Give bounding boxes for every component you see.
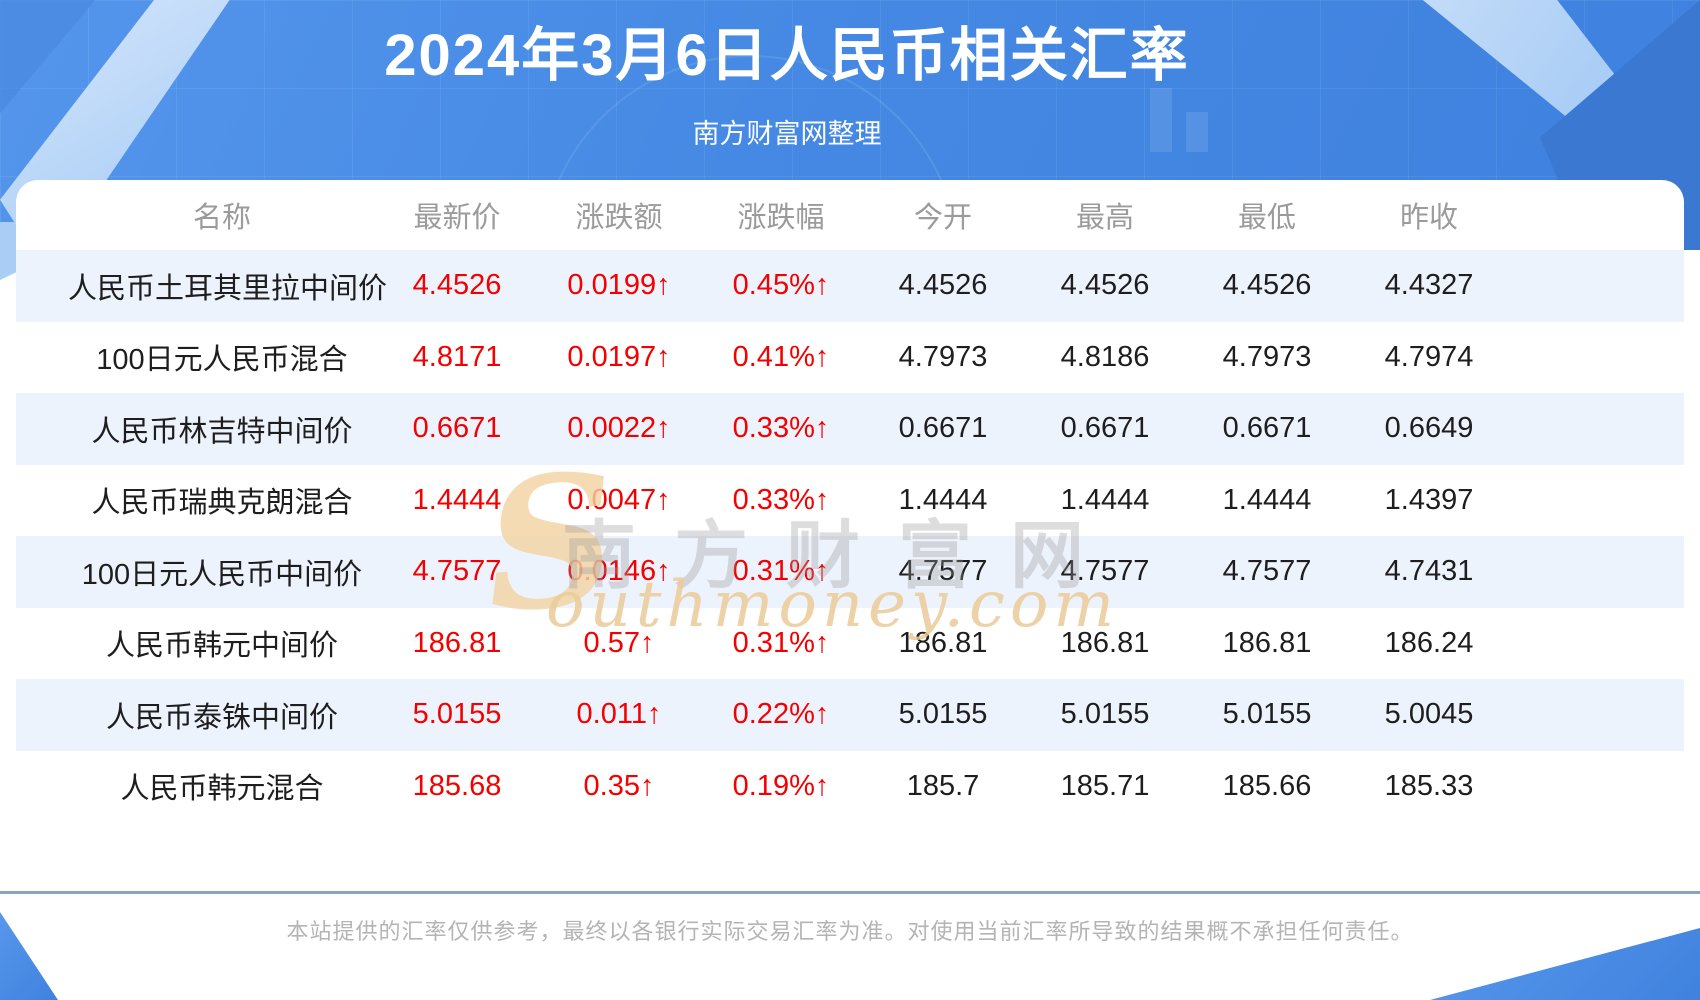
column-header-name: 名称 [192, 202, 251, 234]
cell-latest-price: 1.4444 [412, 483, 502, 516]
cell-change-amount: 0.0146↑ [567, 555, 671, 588]
table-row: 100日元人民币混合 4.8171 0.0197↑ 0.41%↑ 4.7973 4.818… [16, 322, 1684, 394]
cell-latest-price: 4.8171 [412, 340, 502, 373]
cell-highest: 0.6671 [1060, 412, 1150, 445]
header-text-block: 2024年3月6日人民币相关汇率 南方财富网整理 [0, 0, 1574, 151]
cell-latest-price: 4.7577 [412, 555, 502, 588]
cell-change-percent: 0.45%↑ [732, 269, 830, 302]
disclaimer-text: 本站提供的汇率仅供参考，最终以各银行实际交易汇率为准。对使用当前汇率所导致的结果… [286, 919, 1414, 944]
cell-change-amount: 0.0199↑ [567, 269, 671, 302]
cell-change-percent: 0.41%↑ [732, 340, 830, 373]
cell-name: 人民币林吉特中间价 [91, 415, 353, 448]
cell-lowest: 4.7973 [1222, 340, 1312, 373]
cell-latest-price: 0.6671 [412, 412, 502, 445]
cell-name: 人民币韩元中间价 [105, 630, 338, 663]
cell-lowest: 186.81 [1222, 626, 1312, 659]
cell-lowest: 1.4444 [1222, 483, 1312, 516]
column-header-change: 涨跌额 [575, 202, 663, 234]
rates-table-card: 名称 最新价 涨跌额 涨跌幅 今开 最高 最低 昨收 人民币土耳其里拉中间价 4.… [16, 180, 1684, 1000]
cell-change-amount: 0.0197↑ [567, 340, 671, 373]
cell-change-amount: 0.35↑ [583, 769, 655, 802]
column-header-latest: 最新价 [413, 202, 501, 234]
table-row: 人民币瑞典克朗混合 1.4444 0.0047↑ 0.33%↑ 1.4444 1.4444… [16, 465, 1684, 537]
cell-prev-close: 4.7974 [1384, 340, 1474, 373]
header-banner: 2024年3月6日人民币相关汇率 南方财富网整理 [0, 0, 1700, 225]
cell-prev-close: 185.33 [1384, 769, 1474, 802]
cell-name: 人民币泰铢中间价 [105, 701, 338, 734]
cell-today-open: 1.4444 [898, 483, 988, 516]
cell-highest: 4.8186 [1060, 340, 1150, 373]
cell-name: 100日元人民币中间价 [81, 558, 363, 591]
cell-highest: 4.4526 [1060, 269, 1150, 302]
cell-change-percent: 0.33%↑ [732, 483, 830, 516]
cell-highest: 1.4444 [1060, 483, 1150, 516]
cell-prev-close: 0.6649 [1384, 412, 1474, 445]
cell-highest: 4.7577 [1060, 555, 1150, 588]
cell-change-percent: 0.19%↑ [732, 769, 830, 802]
cell-today-open: 4.4526 [898, 269, 988, 302]
cell-change-percent: 0.22%↑ [732, 698, 830, 731]
cell-prev-close: 1.4397 [1384, 483, 1474, 516]
cell-lowest: 4.7577 [1222, 555, 1312, 588]
cell-highest: 186.81 [1060, 626, 1150, 659]
cell-name: 100日元人民币混合 [96, 344, 348, 377]
cell-today-open: 0.6671 [898, 412, 988, 445]
cell-lowest: 4.4526 [1222, 269, 1312, 302]
cell-lowest: 0.6671 [1222, 412, 1312, 445]
cell-prev-close: 186.24 [1384, 626, 1474, 659]
cell-lowest: 5.0155 [1222, 698, 1312, 731]
column-header-high: 最高 [1075, 202, 1134, 234]
page-subtitle: 南方财富网整理 [692, 119, 882, 149]
cell-prev-close: 4.4327 [1384, 269, 1474, 302]
column-header-low: 最低 [1237, 202, 1296, 234]
cell-today-open: 4.7973 [898, 340, 988, 373]
cell-today-open: 5.0155 [898, 698, 988, 731]
cell-today-open: 185.7 [906, 769, 980, 802]
cell-latest-price: 185.68 [412, 769, 502, 802]
footer-divider [0, 891, 1700, 894]
cell-name: 人民币瑞典克朗混合 [91, 487, 353, 520]
table-row: 100日元人民币中间价 4.7577 0.0146↑ 0.31%↑ 4.7577 4.75… [16, 536, 1684, 608]
column-header-prev-close: 昨收 [1399, 202, 1458, 234]
cell-today-open: 186.81 [898, 626, 988, 659]
bar-decoration [1150, 88, 1172, 152]
cell-highest: 185.71 [1060, 769, 1150, 802]
table-row: 人民币泰铢中间价 5.0155 0.011↑ 0.22%↑ 5.0155 5.0155 5.… [16, 679, 1684, 751]
cell-change-amount: 0.0022↑ [567, 412, 671, 445]
column-header-change-pct: 涨跌幅 [737, 202, 825, 234]
cell-highest: 5.0155 [1060, 698, 1150, 731]
cell-name: 人民币土耳其里拉中间价 [68, 272, 388, 305]
bar-decoration [1186, 112, 1208, 152]
cell-today-open: 4.7577 [898, 555, 988, 588]
cell-change-amount: 0.0047↑ [567, 483, 671, 516]
table-row: 人民币韩元混合 185.68 0.35↑ 0.19%↑ 185.7 185.71 185.6… [16, 751, 1684, 823]
page-title: 2024年3月6日人民币相关汇率 [384, 23, 1190, 88]
table-row: 人民币韩元中间价 186.81 0.57↑ 0.31%↑ 186.81 186.81 186… [16, 608, 1684, 680]
cell-lowest: 185.66 [1222, 769, 1312, 802]
cell-prev-close: 5.0045 [1384, 698, 1474, 731]
table-row: 人民币林吉特中间价 0.6671 0.0022↑ 0.33%↑ 0.6671 0.6671… [16, 393, 1684, 465]
cell-latest-price: 4.4526 [412, 269, 502, 302]
cell-change-percent: 0.31%↑ [732, 555, 830, 588]
cell-latest-price: 186.81 [412, 626, 502, 659]
cell-latest-price: 5.0155 [412, 698, 502, 731]
cell-name: 人民币韩元混合 [120, 773, 324, 806]
cell-prev-close: 4.7431 [1384, 555, 1474, 588]
cell-change-percent: 0.33%↑ [732, 412, 830, 445]
cell-change-amount: 0.57↑ [583, 626, 655, 659]
column-header-open: 今开 [913, 202, 972, 234]
table-row: 人民币土耳其里拉中间价 4.4526 0.0199↑ 0.45%↑ 4.4526 4.45… [16, 250, 1684, 322]
cell-change-percent: 0.31%↑ [732, 626, 830, 659]
cell-change-amount: 0.011↑ [576, 698, 662, 731]
table-header-row: 名称 最新价 涨跌额 涨跌幅 今开 最高 最低 昨收 [16, 180, 1684, 250]
table-body: 人民币土耳其里拉中间价 4.4526 0.0199↑ 0.45%↑ 4.4526 4.45… [16, 250, 1684, 822]
